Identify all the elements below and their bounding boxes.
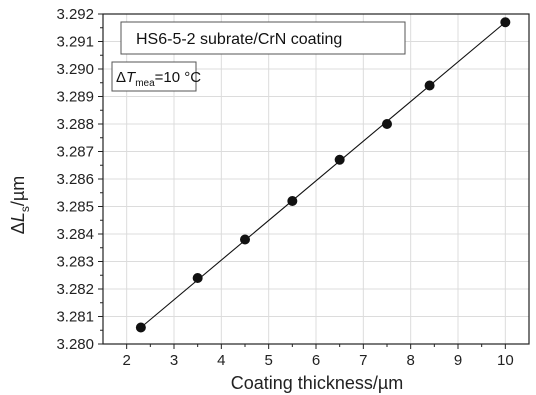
- annotation: ΔTmea=10 °C: [111, 61, 201, 92]
- x-tick-label: 10: [497, 352, 514, 369]
- x-tick-label: 8: [406, 352, 414, 369]
- y-axis-title: ΔLs/µm: [8, 176, 32, 234]
- data-points: [135, 17, 511, 333]
- annotation-var: T: [126, 69, 137, 86]
- y-tick-label: 3.284: [56, 226, 94, 243]
- annotation-text: ΔTmea=10 °C: [116, 69, 201, 89]
- x-axis-title: Coating thickness/µm: [231, 373, 403, 393]
- data-point-3: [287, 196, 298, 206]
- y-tick-label: 3.280: [56, 336, 94, 353]
- data-point-2: [240, 234, 250, 245]
- data-point-5: [382, 119, 392, 129]
- x-tick-label: 2: [122, 352, 130, 369]
- axes: 2 3 4 5 6 7 8 9 10 3.280 3.281 3.282 3.283 3.284 3.285…: [56, 6, 530, 369]
- data-point-6: [424, 80, 435, 91]
- y-tick-label: 3.287: [56, 144, 94, 161]
- y-tick-label: 3.286: [56, 171, 94, 188]
- y-tick-label: 3.290: [56, 61, 94, 78]
- x-tick-label: 6: [312, 352, 320, 369]
- y-tick-label: 3.291: [56, 34, 94, 51]
- legend: HS6-5-2 subrate/CrN coating: [120, 21, 406, 55]
- y-tick-label: 3.283: [56, 254, 94, 271]
- y-tick-label: 3.289: [56, 89, 94, 106]
- annotation-suffix: =10 °C: [155, 69, 202, 86]
- y-title-suffix: /µm: [8, 176, 28, 206]
- x-tick-label: 7: [359, 352, 367, 369]
- data-point-1: [192, 273, 203, 283]
- y-title-sub: s: [18, 206, 32, 212]
- y-title-var: L: [8, 212, 28, 222]
- data-point-0: [135, 322, 146, 333]
- data-point-7: [500, 17, 511, 28]
- annotation-sub: mea: [135, 78, 155, 89]
- y-tick-label: 3.281: [56, 309, 94, 326]
- data-point-4: [334, 154, 345, 165]
- x-tick-label: 5: [264, 352, 272, 369]
- y-tick-label: 3.288: [56, 116, 94, 133]
- x-tick-label: 4: [217, 352, 225, 369]
- y-tick-label: 3.282: [56, 281, 94, 298]
- x-tick-label: 3: [170, 352, 178, 369]
- y-tick-label: 3.285: [56, 199, 94, 216]
- legend-box: [120, 21, 406, 55]
- y-title-prefix: Δ: [8, 222, 28, 234]
- annotation-prefix: Δ: [116, 69, 126, 86]
- y-tick-label: 3.292: [56, 6, 94, 23]
- annotation-box: [111, 61, 197, 92]
- x-tick-label: 9: [454, 352, 462, 369]
- legend-label: HS6-5-2 subrate/CrN coating: [136, 31, 342, 48]
